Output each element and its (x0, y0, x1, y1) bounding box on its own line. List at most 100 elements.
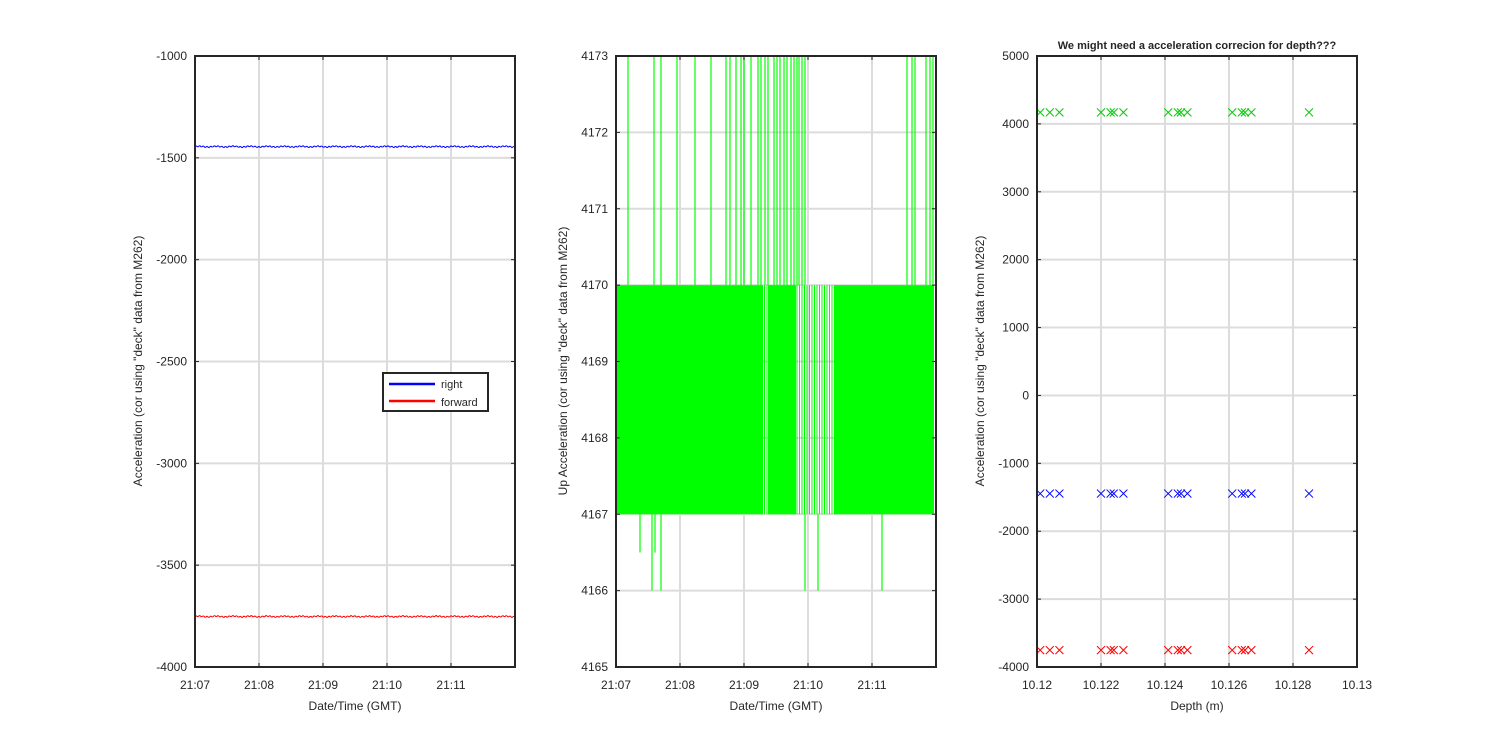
data-layer (1035, 107, 1314, 655)
scatter-point (1227, 107, 1237, 117)
scatter-point (1045, 107, 1055, 117)
y-tick-label: 4165 (581, 660, 608, 674)
y-tick-label: -4000 (998, 660, 1029, 674)
x-tick-label: 10.126 (1211, 678, 1248, 692)
scatter-point (1106, 645, 1115, 655)
scatter-point (1237, 107, 1247, 117)
scatter-point (1247, 645, 1256, 655)
tick-labels: 5000 4000 3000 2000 1000 0 -1000 -2000 -3000 -400… (998, 49, 1372, 692)
scatter-point (1173, 107, 1183, 117)
scatter-point (1240, 489, 1250, 498)
y-tick-label: 4173 (581, 49, 608, 63)
scatter-point (1183, 645, 1192, 655)
panel-up-acceleration: 4173 4172 4171 4170 4169 4168 4167 4166 4165 21:0… (556, 49, 937, 713)
series-spikes (627, 56, 934, 591)
y-tick-label: 4000 (1002, 117, 1029, 131)
legend: right forward (382, 372, 489, 412)
x-tick-label: 21:07 (180, 678, 210, 692)
y-axis-label: Acceleration (cor using "deck" data from… (973, 236, 987, 487)
scatter-point (1247, 107, 1256, 117)
scatter-point (1096, 645, 1106, 655)
scatter-point (1109, 489, 1119, 498)
scatter-point (1304, 489, 1314, 498)
x-tick-label: 21:10 (372, 678, 402, 692)
scatter-point (1045, 489, 1055, 498)
scatter-point (1096, 489, 1106, 498)
x-axis-label: Depth (m) (1170, 699, 1223, 713)
chart-title: We might need a acceleration correcion f… (1058, 40, 1337, 52)
scatter-point (1163, 107, 1173, 117)
legend-box (382, 372, 489, 412)
y-tick-label: 4168 (581, 431, 608, 445)
scatter-point (1237, 645, 1247, 655)
series-band (834, 285, 934, 515)
series-line-forward (194, 614, 516, 619)
y-tick-label: 2000 (1002, 253, 1029, 267)
y-tick-label: 0 (1022, 388, 1029, 402)
x-tick-label: 10.128 (1275, 678, 1312, 692)
scatter-point (1045, 645, 1055, 655)
scatter-point (1247, 489, 1256, 498)
y-tick-label: 4167 (581, 507, 608, 521)
x-tick-label: 10.122 (1083, 678, 1120, 692)
x-tick-label: 10.124 (1147, 678, 1184, 692)
y-tick-label: -4000 (156, 660, 187, 674)
x-tick-label: 21:11 (857, 678, 886, 692)
y-tick-label: 4166 (581, 584, 608, 598)
x-tick-label: 10.12 (1022, 678, 1052, 692)
data-layer (194, 145, 516, 619)
scatter-point (1106, 107, 1115, 117)
y-tick-label: -1000 (156, 49, 187, 63)
scatter-point (1176, 107, 1186, 117)
scatter-point (1119, 107, 1128, 117)
axes-box (1036, 55, 1358, 668)
scatter-point (1109, 645, 1119, 655)
scatter-point (1183, 489, 1192, 498)
x-tick-label: 21:08 (244, 678, 274, 692)
scatter-point (1183, 107, 1192, 117)
scatter-point (1176, 645, 1186, 655)
scatter-point (1096, 107, 1106, 117)
legend-label-right: right (441, 379, 462, 391)
y-tick-label: 4172 (581, 125, 608, 139)
y-tick-label: 4169 (581, 355, 608, 369)
series-oscillation (761, 285, 835, 515)
scatter-point (1304, 107, 1314, 117)
scatter-point (1176, 489, 1186, 498)
y-tick-label: 4171 (581, 202, 608, 216)
series-line-right (194, 145, 516, 149)
y-tick-label: 5000 (1002, 49, 1029, 63)
panel-acceleration-vs-depth: 5000 4000 3000 2000 1000 0 -1000 -2000 -3000 -400… (973, 40, 1372, 713)
y-axis-label: Acceleration (cor using "deck" data from… (131, 236, 145, 487)
x-tick-label: 21:09 (308, 678, 338, 692)
y-tick-label: -2000 (156, 253, 187, 267)
x-tick-label: 21:11 (436, 678, 465, 692)
y-tick-label: -2500 (156, 355, 187, 369)
y-tick-label: -1500 (156, 151, 187, 165)
y-tick-label: -3500 (156, 558, 187, 572)
scatter-point (1055, 489, 1064, 498)
series-band (617, 285, 763, 515)
y-tick-label: 4170 (581, 278, 608, 292)
x-axis-label: Date/Time (GMT) (730, 699, 823, 713)
scatter-point (1055, 645, 1064, 655)
x-tick-label: 21:07 (601, 678, 631, 692)
scatter-point (1109, 107, 1119, 117)
scatter-point (1173, 645, 1183, 655)
x-tick-label: 10.13 (1342, 678, 1372, 692)
y-tick-label: 1000 (1002, 321, 1029, 335)
scatter-point (1173, 489, 1183, 498)
tick-labels: -1000 -1500 -2000 -2500 -3000 -3500 -4000 21:07… (156, 49, 515, 692)
scatter-point (1163, 489, 1173, 498)
x-tick-label: 21:10 (793, 678, 823, 692)
y-tick-label: 3000 (1002, 185, 1029, 199)
scatter-point (1119, 645, 1128, 655)
x-tick-label: 21:08 (665, 678, 695, 692)
panel-acceleration-right-forward: -1000 -1500 -2000 -2500 -3000 -3500 -4000 21:07… (131, 49, 516, 713)
y-tick-label: -2000 (998, 524, 1029, 538)
scatter-point (1119, 489, 1128, 498)
tick-labels: 4173 4172 4171 4170 4169 4168 4167 4166 4165 21:0… (581, 49, 936, 692)
scatter-point (1055, 107, 1064, 117)
scatter-point (1237, 489, 1247, 498)
